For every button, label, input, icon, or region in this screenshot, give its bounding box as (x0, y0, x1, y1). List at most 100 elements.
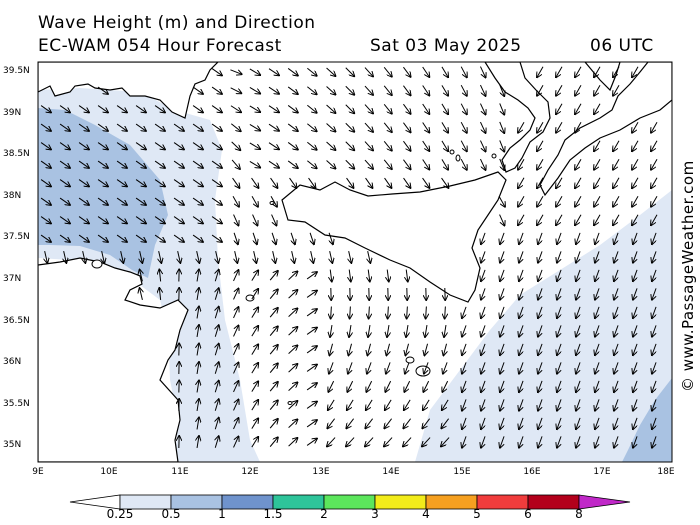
land-calabria-east (539, 62, 672, 197)
wave-direction-arrow (268, 160, 279, 168)
wave-direction-arrow (192, 105, 203, 113)
wave-direction-arrow (557, 362, 562, 373)
wave-direction-arrow (652, 251, 657, 262)
wave-direction-arrow (326, 104, 336, 113)
wave-direction-arrow (614, 325, 619, 336)
wave-direction-arrow (500, 269, 505, 281)
wave-direction-arrow (424, 343, 427, 356)
wave-direction-arrow (462, 417, 467, 429)
wave-direction-arrow (346, 437, 355, 447)
wave-direction-arrow (135, 123, 146, 131)
wave-direction-arrow (614, 417, 619, 429)
wave-direction-arrow (268, 105, 279, 113)
lon-label: 12E (241, 467, 259, 477)
wave-direction-arrow (575, 66, 582, 77)
wave-direction-arrow (40, 105, 51, 113)
wave-direction-arrow (442, 399, 449, 410)
wave-direction-arrow (192, 160, 203, 168)
wave-direction-arrow (633, 417, 638, 429)
wave-direction-arrow (652, 380, 657, 392)
wave-direction-arrow (481, 288, 486, 299)
wave-direction-arrow (215, 325, 218, 337)
lat-label: 38N (3, 191, 22, 201)
wave-direction-arrow (288, 401, 298, 410)
wave-direction-arrow (633, 251, 638, 262)
wave-direction-arrow (500, 380, 505, 392)
colorbar-label: 1 (218, 507, 226, 521)
wave-direction-arrow (462, 306, 467, 318)
wave-direction-arrow (557, 288, 562, 299)
colorbar-label: 6 (524, 507, 532, 521)
wave-direction-arrow (329, 232, 333, 244)
lat-label: 38.5N (3, 149, 30, 159)
wave-direction-arrow (538, 362, 543, 373)
wave-direction-arrow (575, 214, 582, 225)
wave-direction-arrow (197, 344, 199, 356)
wave-direction-arrow (576, 325, 581, 336)
wave-direction-arrow (576, 269, 581, 281)
wave-direction-arrow (367, 362, 372, 373)
wave-direction-arrow (500, 343, 505, 355)
wave-direction-arrow (594, 66, 601, 77)
wave-direction-arrow (556, 177, 563, 188)
wave-direction-arrow (215, 399, 218, 411)
wave-direction-arrow (306, 309, 317, 317)
wave-direction-arrow (233, 214, 239, 226)
wave-direction-arrow (269, 326, 278, 336)
land-north (38, 62, 219, 119)
wave-direction-arrow (211, 68, 222, 76)
wave-direction-arrow (273, 251, 276, 263)
colorbar-over-triangle (578, 494, 631, 510)
wave-direction-arrow (480, 121, 485, 133)
wave-direction-arrow (249, 105, 260, 112)
lat-label: 39N (3, 108, 22, 118)
wave-direction-arrow (287, 68, 298, 75)
wave-direction-arrow (538, 325, 543, 336)
wave-direction-arrow (366, 380, 373, 392)
wave-direction-arrow (116, 160, 127, 168)
wave-direction-arrow (364, 122, 373, 132)
wave-direction-arrow (633, 269, 638, 281)
wave-direction-arrow (499, 140, 505, 151)
wave-direction-arrow (652, 288, 657, 299)
wave-direction-arrow (423, 380, 430, 392)
wave-direction-arrow (287, 86, 298, 94)
wave-direction-arrow (251, 196, 258, 206)
wave-direction-arrow (537, 214, 544, 225)
wave-direction-arrow (215, 288, 218, 300)
wave-direction-arrow (197, 270, 199, 282)
wave-direction-arrow (287, 142, 298, 149)
wave-direction-arrow (538, 343, 543, 355)
wave-direction-arrow (231, 141, 241, 150)
land-calabria (484, 62, 551, 173)
wave-direction-arrow (306, 272, 317, 280)
wave-direction-arrow (269, 382, 278, 392)
wave-direction-arrow (538, 232, 543, 244)
island-ustica (269, 201, 275, 205)
wave-direction-arrow (40, 160, 51, 168)
wave-direction-arrow (326, 123, 336, 131)
wave-direction-arrow (633, 362, 638, 373)
wave-direction-arrow (365, 437, 374, 447)
wave-direction-arrow (268, 123, 279, 131)
wave-direction-arrow (576, 380, 581, 392)
wave-direction-arrow (383, 104, 392, 113)
wave-direction-arrow (192, 123, 203, 131)
wave-direction-arrow (519, 362, 524, 373)
lat-label: 37N (3, 274, 22, 284)
wave-direction-arrow (307, 141, 316, 150)
wave-direction-arrow (288, 438, 298, 447)
wave-direction-arrow (230, 123, 240, 131)
wave-direction-arrow (441, 103, 448, 114)
wave-direction-arrow (254, 251, 257, 263)
wave-direction-arrow (633, 436, 638, 447)
wave-direction-arrow (211, 123, 222, 131)
wave-direction-arrow (384, 418, 393, 429)
wave-direction-arrow (135, 216, 146, 224)
wave-direction-arrow (614, 343, 619, 355)
wave-direction-arrow (519, 343, 524, 355)
wave-direction-arrow (383, 122, 392, 132)
wave-direction-arrow (97, 86, 108, 94)
wave-direction-arrow (538, 288, 543, 299)
wave-direction-arrow (462, 436, 467, 447)
